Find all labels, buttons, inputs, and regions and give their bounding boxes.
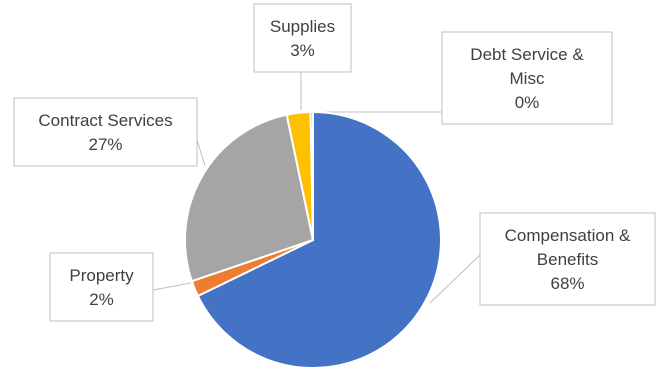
- data-label-box: [13, 97, 198, 167]
- data-label-category: Debt Service &: [470, 45, 584, 64]
- leader-line: [196, 139, 206, 167]
- pie-slice: [309, 110, 314, 241]
- leader-line: [152, 282, 192, 291]
- data-label: Debt Service & Misc 0%: [441, 31, 613, 125]
- data-label-category: Contract Services: [38, 111, 172, 130]
- data-label: Contract Services 27%: [13, 97, 198, 167]
- data-label-category: Supplies: [270, 17, 335, 36]
- data-label-category: Benefits: [537, 250, 598, 269]
- data-label-percent: 3%: [290, 41, 315, 60]
- pie-slice: [196, 110, 442, 369]
- data-label-box: [479, 212, 656, 306]
- data-label: Supplies 3%: [253, 3, 352, 73]
- data-label-category: Compensation &: [505, 226, 631, 245]
- data-label: Property 2%: [49, 252, 154, 322]
- leader-lines: [152, 72, 481, 304]
- data-label-box: [49, 252, 154, 322]
- data-label-percent: 2%: [89, 290, 114, 309]
- data-label-percent: 0%: [515, 93, 540, 112]
- data-label: Compensation & Benefits 68%: [479, 212, 656, 306]
- data-label-percent: 68%: [550, 274, 584, 293]
- data-callouts: Compensation & Benefits 68% Property 2% Contr…: [13, 3, 656, 322]
- data-label-category: Property: [69, 266, 134, 285]
- data-label-category: Misc: [510, 69, 545, 88]
- pie-slices: [184, 110, 442, 369]
- pie-slice: [184, 113, 315, 283]
- data-label-box: [441, 31, 613, 125]
- data-label-percent: 27%: [88, 135, 122, 154]
- leader-line: [429, 254, 481, 304]
- data-label-box: [253, 3, 352, 73]
